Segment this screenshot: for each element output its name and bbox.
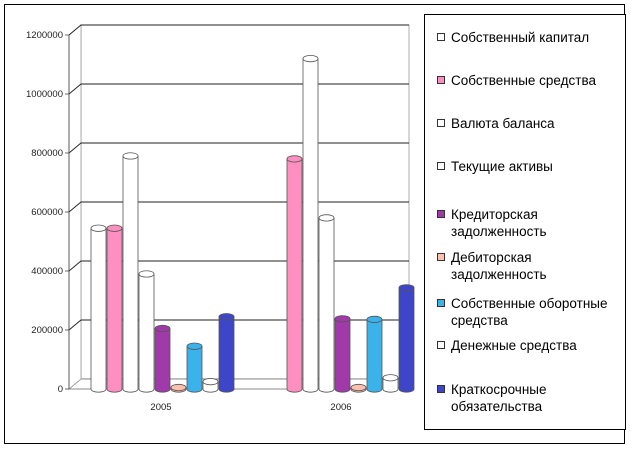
- legend-label: Кредиторская задолженность: [451, 207, 547, 239]
- bar-top: [154, 324, 171, 333]
- legend-label: Собственные средства: [451, 73, 596, 88]
- legend-swatch: [437, 253, 445, 261]
- bar-body: [286, 158, 303, 393]
- bar-top: [186, 342, 203, 350]
- bar: [202, 378, 219, 393]
- bar-top: [334, 315, 351, 323]
- bar-top: [398, 284, 415, 292]
- legend-swatch: [437, 341, 445, 349]
- bar-body: [154, 328, 171, 393]
- legend-label: Собственный капитал: [451, 30, 590, 45]
- legend-label: Денежные средства: [451, 338, 577, 353]
- chart-frame: 0 200000 400000 600000 800000 1000000 1200000 2…: [4, 4, 626, 444]
- bar: [154, 324, 171, 393]
- bar: [302, 54, 319, 393]
- legend-swatch: [437, 299, 445, 307]
- y-tick-label: 800000: [31, 148, 63, 159]
- bar-body: [138, 273, 155, 393]
- bar-top: [90, 224, 107, 232]
- bar: [138, 270, 155, 393]
- gridline: [68, 142, 409, 154]
- legend-swatch: [437, 76, 445, 84]
- bar: [122, 152, 139, 393]
- bar-body: [318, 217, 335, 393]
- bar: [286, 155, 303, 393]
- bar-body: [90, 227, 107, 393]
- bar-top: [122, 152, 139, 160]
- bar-body: [382, 377, 399, 393]
- legend-swatch: [437, 210, 445, 218]
- bar: [366, 315, 383, 393]
- bar-body: [218, 316, 235, 393]
- bar-top: [202, 378, 219, 386]
- bar-body: [106, 227, 123, 393]
- bar-top: [138, 270, 155, 278]
- legend-swatch: [437, 33, 445, 41]
- bar-top: [318, 214, 335, 222]
- bar-top: [382, 374, 399, 382]
- legend-swatch: [437, 162, 445, 170]
- bar: [186, 342, 203, 393]
- y-tick-label: 200000: [31, 325, 63, 336]
- chart-plot: 0 200000 400000 600000 800000 1000000 1200000 2…: [26, 24, 415, 413]
- bar-top: [350, 383, 367, 392]
- bar-body: [398, 287, 415, 393]
- legend-swatch: [437, 119, 445, 127]
- gridline: [68, 24, 409, 36]
- bar-body: [186, 345, 203, 393]
- y-tick-label: 600000: [31, 207, 63, 218]
- bar-top: [170, 383, 187, 392]
- legend-label: Краткосрочные обязательства: [451, 382, 547, 414]
- x-category-label: 2006: [330, 402, 351, 413]
- legend-label: Собственные оборотные средства: [451, 296, 608, 328]
- bar-body: [122, 155, 139, 393]
- bar: [318, 214, 335, 393]
- x-category-label: 2005: [150, 402, 171, 413]
- bar-top: [366, 315, 383, 323]
- legend-label: Текущие активы: [451, 159, 553, 174]
- y-tick-label: 1000000: [26, 89, 63, 100]
- bar-body: [366, 318, 383, 393]
- bar: [218, 313, 235, 393]
- gridline: [68, 83, 409, 95]
- chart-legend: Собственный капитал Собственные средства В…: [424, 14, 626, 430]
- y-tick-label: 400000: [31, 266, 63, 277]
- bar: [398, 284, 415, 393]
- bar: [170, 383, 187, 393]
- bar: [90, 224, 107, 393]
- bar-top: [286, 155, 303, 163]
- y-tick-label: 1200000: [26, 30, 63, 41]
- bar: [350, 383, 367, 393]
- legend-swatch: [437, 385, 445, 393]
- bar-top: [302, 54, 319, 63]
- bar: [106, 224, 123, 393]
- bar: [334, 315, 351, 393]
- legend-label: Дебиторская задолженность: [451, 250, 547, 282]
- bar-top: [218, 313, 235, 321]
- legend-label: Валюта баланса: [451, 116, 555, 131]
- bar-body: [334, 318, 351, 393]
- bar-body: [302, 58, 319, 393]
- y-tick-label: 0: [58, 384, 63, 395]
- bar: [382, 374, 399, 393]
- bar-top: [106, 224, 123, 232]
